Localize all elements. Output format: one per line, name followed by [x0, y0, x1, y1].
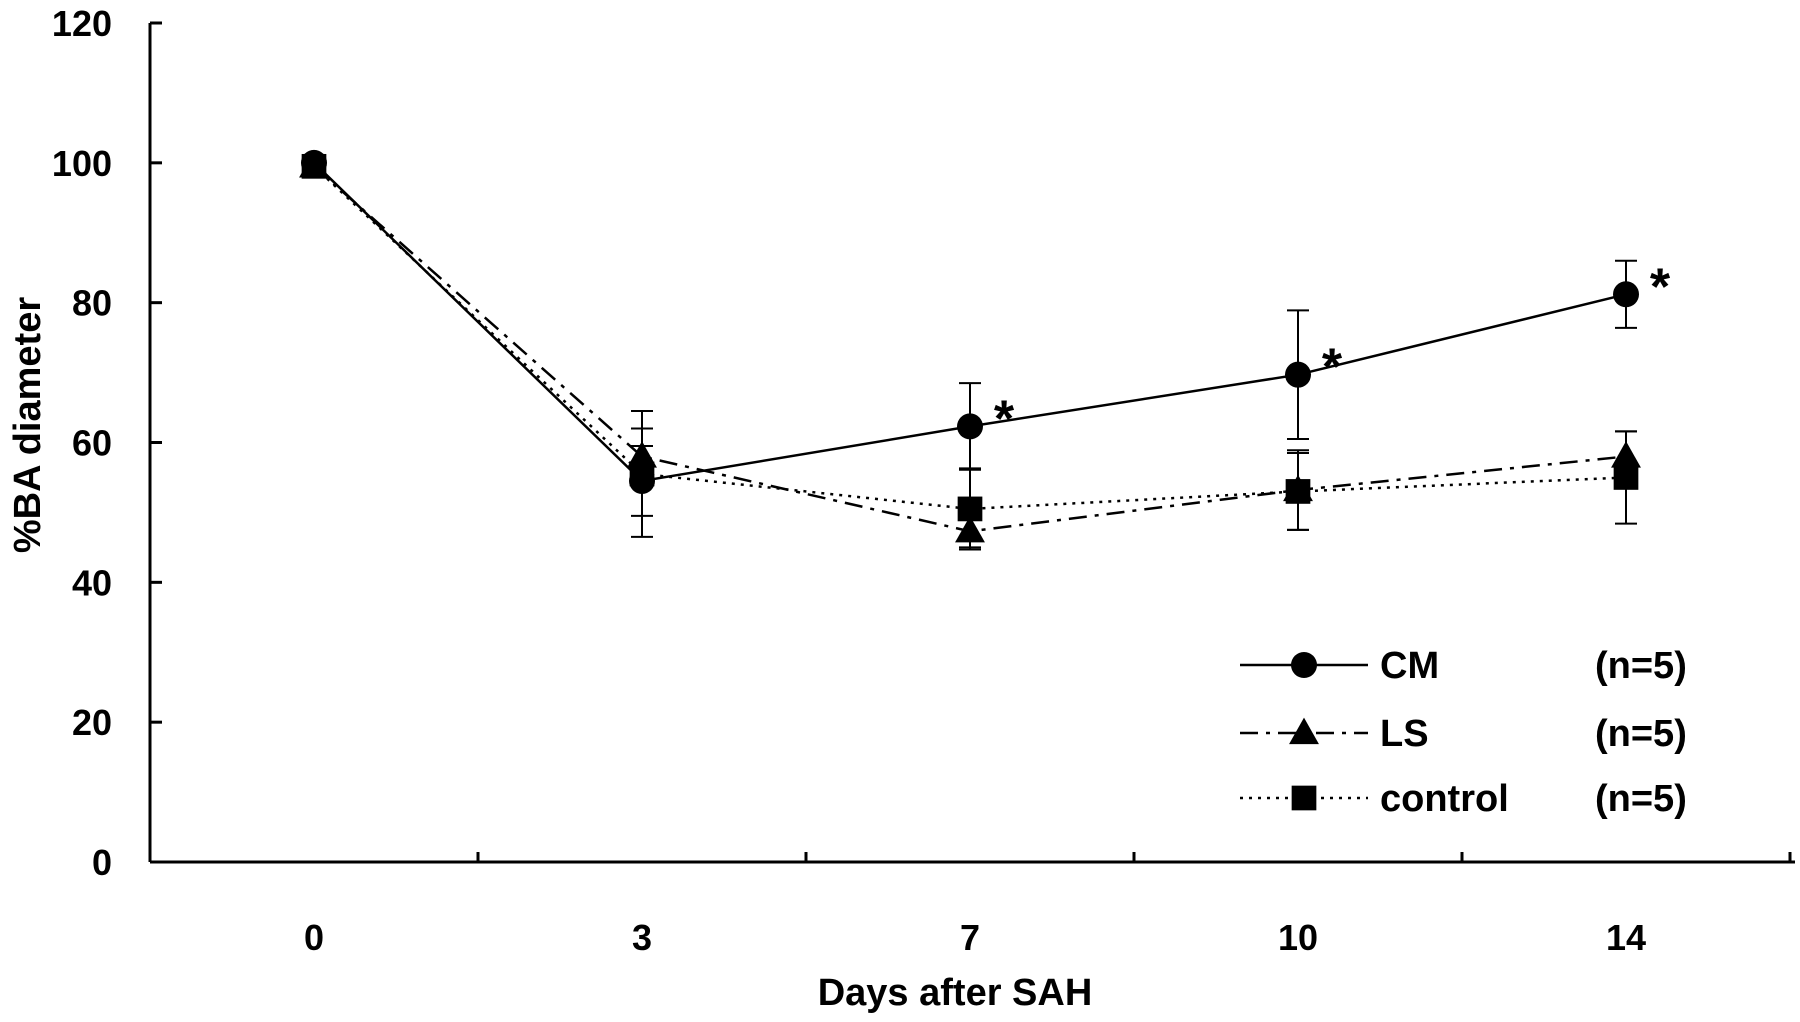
- legend-item-ls: LS (n=5): [1240, 713, 1687, 755]
- legend-marker: [1291, 652, 1317, 678]
- x-tick-label: 14: [1606, 917, 1646, 958]
- legend-item-cm: CM (n=5): [1240, 645, 1687, 687]
- data-point: [1285, 361, 1311, 388]
- y-tick-label: 20: [72, 702, 112, 743]
- data-point: [957, 496, 983, 522]
- x-tick-label: 0: [304, 917, 324, 958]
- y-tick-label: 100: [52, 143, 112, 184]
- significance-star: *: [994, 390, 1015, 448]
- y-axis-title: %BA diameter: [7, 297, 49, 553]
- y-tick-label: 60: [72, 423, 112, 464]
- legend-marker: [1291, 785, 1317, 811]
- data-point: [629, 461, 655, 487]
- legend-label: CM: [1380, 645, 1439, 687]
- x-axis-title: Days after SAH: [818, 972, 1093, 1014]
- axes: 0 20 40 60 80 100 120 0 3 7 10 14: [52, 3, 1795, 958]
- legend-n: (n=5): [1595, 713, 1687, 755]
- legend-n: (n=5): [1595, 778, 1687, 820]
- data-point: [1613, 465, 1639, 490]
- x-tick-label: 7: [960, 917, 980, 958]
- x-tick-label: 3: [632, 917, 652, 958]
- series-control: [301, 153, 1639, 551]
- data-point: [1613, 281, 1639, 308]
- legend: CM (n=5) LS (n=5) control (n=5): [1240, 645, 1687, 820]
- data-point: [1285, 479, 1311, 504]
- series-line: [313, 165, 1627, 511]
- legend-label: LS: [1380, 713, 1429, 755]
- legend-n: (n=5): [1595, 645, 1687, 687]
- legend-label: control: [1380, 778, 1509, 820]
- x-tick-label: 10: [1278, 917, 1318, 958]
- y-tick-label: 80: [72, 283, 112, 324]
- y-tick-label: 40: [72, 562, 112, 603]
- y-tick-label: 0: [92, 842, 112, 883]
- significance-star: *: [1322, 339, 1343, 397]
- data-point: [957, 413, 983, 440]
- series-cm: [301, 149, 1639, 517]
- legend-marker: [1289, 717, 1319, 745]
- data-point: [301, 153, 327, 179]
- legend-item-control: control (n=5): [1240, 778, 1687, 820]
- series-layer: * * *: [299, 149, 1671, 551]
- significance-star: *: [1650, 258, 1671, 316]
- y-tick-label: 120: [52, 3, 112, 44]
